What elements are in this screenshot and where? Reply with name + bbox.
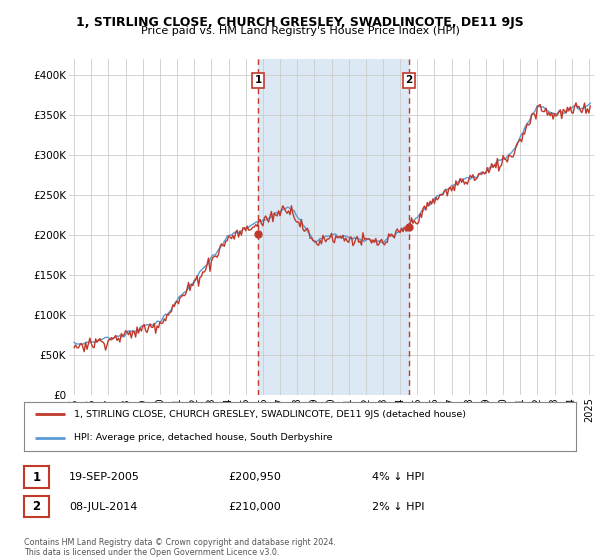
Text: HPI: Average price, detached house, South Derbyshire: HPI: Average price, detached house, Sout… [74,433,332,442]
Text: 1, STIRLING CLOSE, CHURCH GRESLEY, SWADLINCOTE, DE11 9JS (detached house): 1, STIRLING CLOSE, CHURCH GRESLEY, SWADL… [74,410,466,419]
Text: 08-JUL-2014: 08-JUL-2014 [69,502,137,512]
Text: 2% ↓ HPI: 2% ↓ HPI [372,502,425,512]
Text: £210,000: £210,000 [228,502,281,512]
Text: 1, STIRLING CLOSE, CHURCH GRESLEY, SWADLINCOTE, DE11 9JS: 1, STIRLING CLOSE, CHURCH GRESLEY, SWADL… [76,16,524,29]
Text: 2: 2 [406,76,413,86]
Text: Contains HM Land Registry data © Crown copyright and database right 2024.
This d: Contains HM Land Registry data © Crown c… [24,538,336,557]
Text: 1: 1 [254,76,262,86]
Bar [258,59,409,395]
Text: Price paid vs. HM Land Registry's House Price Index (HPI): Price paid vs. HM Land Registry's House … [140,26,460,36]
Text: 19-SEP-2005: 19-SEP-2005 [69,472,140,482]
Text: 2: 2 [32,500,41,514]
Text: 4% ↓ HPI: 4% ↓ HPI [372,472,425,482]
Text: £200,950: £200,950 [228,472,281,482]
Text: 1: 1 [32,470,41,484]
